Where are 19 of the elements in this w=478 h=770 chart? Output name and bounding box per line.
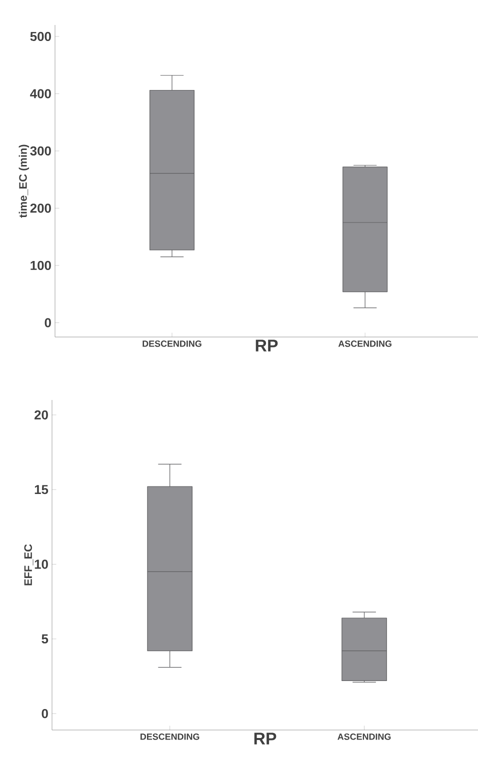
x-axis-title: RP [256, 340, 278, 352]
y-tick-label: 0 [42, 708, 48, 718]
y-tick-label: 0 [44, 318, 51, 328]
y-tick-label: 300 [30, 146, 51, 156]
y-tick-label: 500 [30, 32, 51, 42]
y-tick-label: 100 [30, 260, 51, 270]
y-tick-label: 200 [30, 204, 51, 213]
y-tick-label: 10 [34, 560, 48, 569]
x-tick-label: ASCENDING [338, 340, 392, 347]
y-axis-title: time_EC (min) [18, 144, 30, 218]
x-tick-label: DESCENDING [140, 734, 200, 740]
y-tick-label: 15 [34, 485, 48, 494]
y-axis-title: EFF_EC [24, 544, 34, 586]
y-tick-label: 5 [42, 634, 48, 644]
x-axis-title: RP [254, 732, 276, 744]
x-tick-label: ASCENDING [338, 734, 391, 740]
y-tick-label: 20 [34, 410, 48, 420]
x-tick-label: DESCENDING [142, 340, 202, 347]
y-tick-label: 400 [30, 89, 51, 98]
